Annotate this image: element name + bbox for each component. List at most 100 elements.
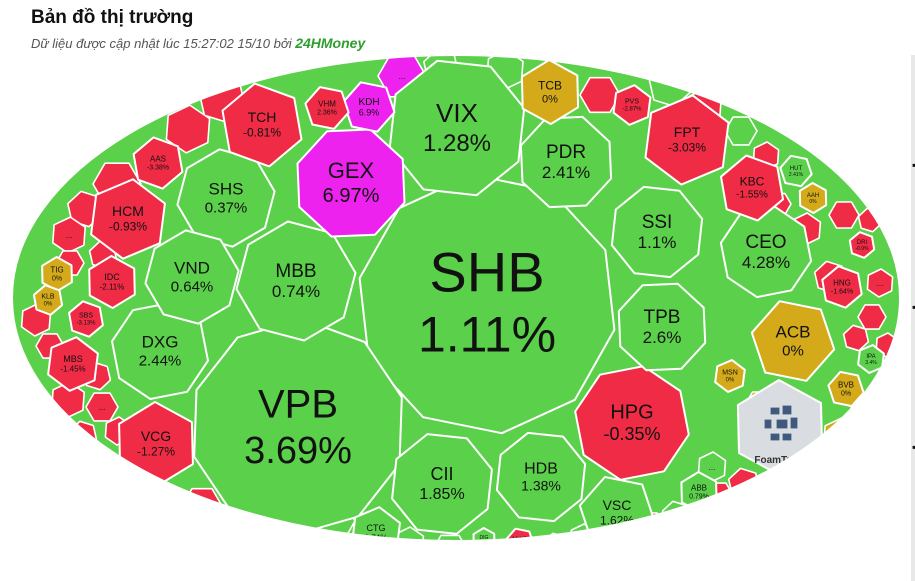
- cell-shape: [858, 120, 882, 146]
- market-treemap[interactable]: .......................................S…: [0, 55, 910, 581]
- treemap-cell-fpt[interactable]: FPT-3.03%: [644, 94, 730, 186]
- treemap-cell-small[interactable]: [831, 100, 861, 130]
- treemap-cell-small[interactable]: [68, 420, 98, 450]
- treemap-cell-kbc[interactable]: KBC-1.55%: [720, 154, 784, 222]
- treemap-cells[interactable]: .......................................S…: [12, 55, 906, 567]
- cell-shape: [431, 534, 469, 541]
- ticker-label: MBB: [275, 261, 316, 282]
- cell-shape: [32, 284, 64, 316]
- treemap-cell-small[interactable]: [778, 458, 812, 488]
- ticker-label: IPA: [866, 354, 875, 360]
- brand-link[interactable]: 24HMoney: [295, 35, 366, 51]
- cell-shape: [720, 154, 784, 222]
- cell-shape: [831, 136, 855, 162]
- change-label: 1.11%: [418, 307, 556, 363]
- treemap-cell-small[interactable]: ...: [866, 268, 894, 298]
- more-indicator: ...: [806, 451, 813, 460]
- more-indicator: ...: [877, 279, 884, 288]
- treemap-cell-small[interactable]: ...: [85, 392, 119, 422]
- cell-shape: [822, 417, 858, 455]
- cell-shape: [254, 520, 292, 541]
- change-label: -1.45%: [60, 365, 85, 374]
- treemap-cell-vcg[interactable]: VCG-1.27%: [118, 401, 194, 487]
- treemap-cell-cii[interactable]: CII 1.85%: [391, 433, 493, 535]
- change-label: -2.11%: [100, 283, 125, 292]
- ticker-label: ACB: [776, 322, 811, 341]
- treemap-cell-idc[interactable]: IDC-2.11%: [88, 255, 136, 309]
- treemap-cell-bvb[interactable]: BVB 0%: [827, 370, 865, 408]
- treemap-cell-dri[interactable]: DRI-0.9%: [848, 231, 876, 259]
- treemap-cell-small[interactable]: [805, 108, 835, 138]
- cell-shape: [68, 420, 98, 450]
- treemap-cell-mbs[interactable]: MBS-1.45%: [47, 336, 99, 392]
- change-label: -3.38%: [147, 165, 169, 172]
- cell-shape: [756, 489, 784, 519]
- cell-shape: [296, 128, 406, 238]
- treemap-cell-hng[interactable]: HNG -1.64%: [821, 265, 863, 309]
- treemap-cell-small[interactable]: [857, 304, 887, 330]
- treemap-cell-vhm[interactable]: VHM 2.36%: [304, 86, 350, 130]
- cell-shape: [212, 512, 252, 541]
- treemap-cell-small[interactable]: [431, 534, 469, 566]
- treemap-cell-hcm[interactable]: HCM-0.93%: [90, 178, 166, 260]
- treemap-cell-small[interactable]: [881, 163, 906, 187]
- cell-shape: [388, 59, 526, 197]
- change-label: 0.37%: [205, 199, 248, 216]
- treemap-cell-sbs[interactable]: SBS-3.13%: [68, 300, 104, 338]
- scrollbar[interactable]: [911, 55, 915, 581]
- change-label: 0%: [542, 93, 558, 105]
- cell-shape: [47, 336, 99, 392]
- cell-shape: [541, 532, 571, 541]
- foamtree-logo-text: FoamTree: [754, 455, 802, 466]
- treemap-cell-small[interactable]: [165, 104, 211, 154]
- treemap-cell-small[interactable]: [756, 489, 784, 519]
- ticker-label: VPB: [258, 383, 338, 427]
- treemap-cell-pvs[interactable]: PVS-2.87%: [612, 84, 652, 126]
- treemap-cell-small[interactable]: [822, 417, 858, 455]
- treemap-cell-small[interactable]: [579, 76, 621, 114]
- cell-shape: [235, 220, 357, 342]
- change-label: 2.44%: [139, 352, 182, 369]
- treemap-cell-small[interactable]: [335, 532, 365, 560]
- ticker-label: TIG: [50, 265, 63, 274]
- treemap-cell-small[interactable]: [831, 136, 855, 162]
- ticker-label: SSI: [642, 212, 673, 233]
- treemap-cell-aas[interactable]: AAS -3.38%: [132, 136, 184, 190]
- treemap-cell-small[interactable]: [254, 520, 292, 561]
- treemap-cell-hpg[interactable]: HPG-0.35%: [574, 365, 690, 481]
- treemap-cell-small[interactable]: ...: [541, 532, 571, 560]
- ticker-label: VND: [174, 258, 210, 277]
- treemap-cell-small[interactable]: [724, 116, 758, 146]
- change-label: 0%: [52, 276, 62, 283]
- treemap-cell-small[interactable]: [858, 120, 882, 146]
- cell-shape: [644, 94, 730, 186]
- ticker-label: DIG: [480, 535, 489, 541]
- treemap-cell-tch[interactable]: TCH-0.81%: [221, 82, 303, 168]
- treemap-cell-small[interactable]: [828, 201, 860, 229]
- treemap-cell-small[interactable]: ...: [212, 512, 252, 553]
- ticker-label: TCB: [538, 78, 562, 92]
- change-label: 1.07%: [513, 543, 528, 549]
- change-label: 4.28%: [742, 253, 790, 272]
